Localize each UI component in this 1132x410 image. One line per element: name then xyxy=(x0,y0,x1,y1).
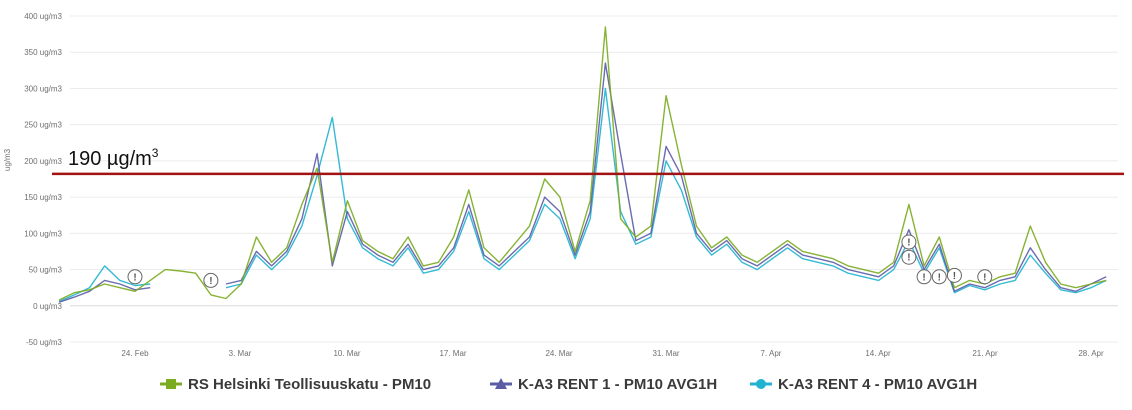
annotation-circle xyxy=(203,272,219,288)
threshold-label-superscript: 3 xyxy=(152,146,159,160)
legend-label: RS Helsinki Teollisuuskatu - PM10 xyxy=(188,376,431,393)
threshold-label-main: 190 µg/m xyxy=(68,148,152,170)
series-line xyxy=(58,26,1107,301)
x-tick-label: 7. Apr xyxy=(761,349,782,358)
annotation-label: ! xyxy=(907,253,910,264)
y-tick-label: 250 ug/m3 xyxy=(24,121,62,130)
legend-marker-circle xyxy=(756,379,766,389)
x-tick-label: 28. Apr xyxy=(1078,349,1104,358)
y-tick-label: 100 ug/m3 xyxy=(24,229,62,238)
y-axis-tick-labels: -50 ug/m3 0 ug/m3 50 ug/m3 100 ug/m3 150 ug/… xyxy=(24,12,62,347)
annotation-label: ! xyxy=(953,271,956,282)
legend-label: K-A3 RENT 4 - PM10 AVG1H xyxy=(778,376,977,393)
annotation-marker[interactable]: ! xyxy=(916,269,932,285)
x-tick-label: 31. Mar xyxy=(652,349,679,358)
annotation-circle xyxy=(931,269,947,285)
legend-marker-triangle xyxy=(495,378,507,389)
y-tick-label: 50 ug/m3 xyxy=(29,266,63,275)
y-tick-label: -50 ug/m3 xyxy=(26,338,63,347)
x-tick-label: 21. Apr xyxy=(972,349,998,358)
annotation-marker[interactable]: ! xyxy=(127,269,143,285)
y-tick-label: 0 ug/m3 xyxy=(33,302,62,311)
annotation-circle xyxy=(127,269,143,285)
y-tick-label: 400 ug/m3 xyxy=(24,12,62,21)
y-tick-label: 350 ug/m3 xyxy=(24,48,62,57)
legend-item[interactable]: K-A3 RENT 1 - PM10 AVG1H xyxy=(490,376,717,393)
annotation-circle xyxy=(946,267,962,283)
annotation-marker[interactable]: ! xyxy=(931,269,947,285)
annotation-marker[interactable]: ! xyxy=(977,269,993,285)
series-line xyxy=(58,87,1107,303)
y-tick-label: 300 ug/m3 xyxy=(24,84,62,93)
annotation-marker[interactable]: ! xyxy=(203,272,219,288)
threshold-label: 190 µg/m3 xyxy=(68,146,159,170)
annotation-marker[interactable]: ! xyxy=(946,267,962,283)
x-tick-label: 14. Apr xyxy=(865,349,891,358)
annotation-markers: !!!!!!!! xyxy=(127,234,993,288)
annotation-label: ! xyxy=(209,276,212,287)
x-axis-tick-labels: 24. Feb 3. Mar 10. Mar 17. Mar 24. Mar 31. Ma… xyxy=(121,349,1104,358)
legend-label: K-A3 RENT 1 - PM10 AVG1H xyxy=(518,376,717,393)
annotation-label: ! xyxy=(133,272,136,283)
annotation-circle xyxy=(977,269,993,285)
annotation-circle xyxy=(901,249,917,265)
legend-item[interactable]: RS Helsinki Teollisuuskatu - PM10 xyxy=(160,376,431,393)
annotation-label: ! xyxy=(983,272,986,283)
annotation-marker[interactable]: ! xyxy=(901,249,917,265)
legend: RS Helsinki Teollisuuskatu - PM10 K-A3 RE… xyxy=(160,376,977,393)
annotation-marker[interactable]: ! xyxy=(901,234,917,250)
y-axis-title: ug/m3 xyxy=(3,148,12,171)
annotation-label: ! xyxy=(938,272,941,283)
annotation-circle xyxy=(916,269,932,285)
threshold-group: 190 µg/m3 xyxy=(52,146,1124,176)
series-lines xyxy=(58,26,1107,303)
annotation-label: ! xyxy=(907,238,910,249)
annotation-circle xyxy=(901,234,917,250)
y-tick-label: 150 ug/m3 xyxy=(24,193,62,202)
series-line xyxy=(58,62,1107,303)
y-tick-label: 200 ug/m3 xyxy=(24,157,62,166)
x-tick-label: 17. Mar xyxy=(439,349,466,358)
legend-marker-square xyxy=(166,379,176,389)
x-tick-label: 10. Mar xyxy=(333,349,360,358)
x-tick-label: 3. Mar xyxy=(229,349,252,358)
x-tick-label: 24. Mar xyxy=(545,349,572,358)
legend-item[interactable]: K-A3 RENT 4 - PM10 AVG1H xyxy=(750,376,977,393)
x-tick-label: 24. Feb xyxy=(121,349,149,358)
annotation-label: ! xyxy=(922,272,925,283)
